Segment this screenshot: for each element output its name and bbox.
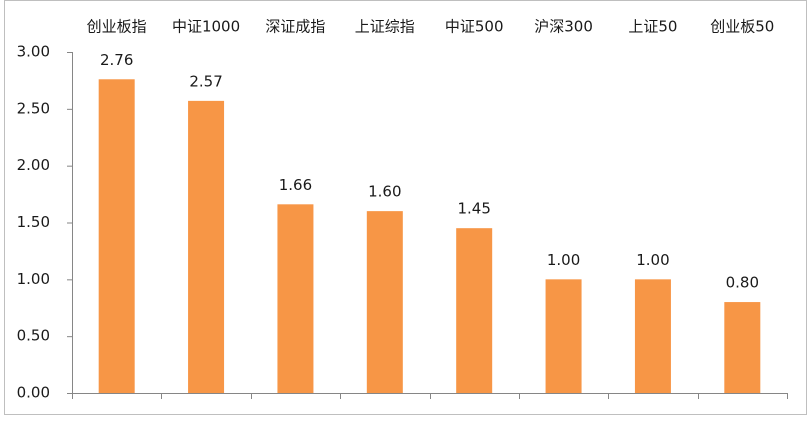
category-label: 创业板指 [87,18,147,36]
category-label: 上证综指 [355,18,415,36]
value-label: 1.45 [457,200,490,218]
value-label: 1.00 [636,251,669,269]
bar [98,79,135,393]
value-label: 1.66 [279,176,312,194]
bar [188,100,225,394]
y-tick-label: 0.50 [17,327,50,345]
y-tick-label: 1.50 [17,213,50,231]
bar [277,204,314,393]
y-tick-label: 3.00 [17,43,50,61]
bar [545,279,582,393]
y-tick-label: 0.00 [17,384,50,402]
value-label: 0.80 [726,274,759,292]
chart-frame [4,0,807,415]
bar [366,211,403,393]
value-label: 1.00 [547,251,580,269]
y-tick-label: 1.00 [17,270,50,288]
value-label: 2.57 [189,72,222,90]
category-label: 深证成指 [265,18,325,36]
value-label: 1.60 [368,183,401,201]
bar [634,279,671,393]
category-label: 沪深300 [534,18,593,36]
category-label: 中证1000 [172,18,240,36]
bar [724,302,761,393]
category-label: 创业板50 [710,18,774,36]
y-tick-label: 2.50 [17,99,50,117]
category-label: 中证500 [445,18,504,36]
bar [456,228,493,393]
category-label: 上证50 [628,18,677,36]
y-tick-label: 2.00 [17,156,50,174]
value-label: 2.76 [100,51,133,69]
